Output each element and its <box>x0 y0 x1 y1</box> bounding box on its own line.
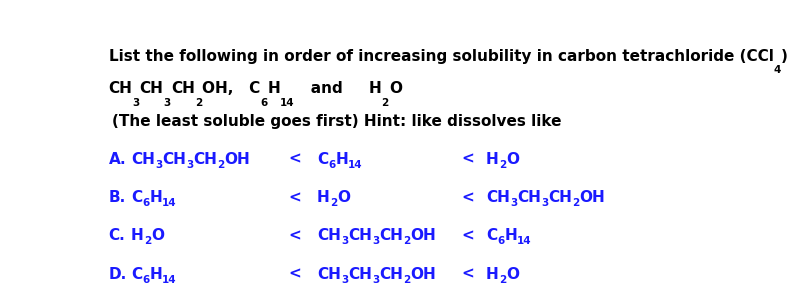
Text: 3: 3 <box>341 275 348 285</box>
Text: CH: CH <box>348 229 372 243</box>
Text: H: H <box>504 229 517 243</box>
Text: <: < <box>461 190 473 205</box>
Text: CH: CH <box>140 82 163 96</box>
Text: 6: 6 <box>260 97 267 107</box>
Text: OH: OH <box>225 152 250 167</box>
Text: and     H: and H <box>295 82 381 96</box>
Text: 14: 14 <box>280 97 295 107</box>
Text: H: H <box>149 267 162 282</box>
Text: O: O <box>151 229 164 243</box>
Text: 2: 2 <box>330 198 337 208</box>
Text: H: H <box>335 152 348 167</box>
Text: OH: OH <box>579 190 605 205</box>
Text: A.: A. <box>108 152 126 167</box>
Text: H: H <box>149 190 162 205</box>
Text: H: H <box>267 82 280 96</box>
Text: 4: 4 <box>773 65 781 75</box>
Text: 3: 3 <box>133 97 140 107</box>
Text: 2: 2 <box>403 275 410 285</box>
Text: C.: C. <box>108 229 125 243</box>
Text: 6: 6 <box>328 160 335 170</box>
Text: CH: CH <box>379 229 403 243</box>
Text: D.: D. <box>108 267 127 282</box>
Text: H: H <box>317 190 330 205</box>
Text: C: C <box>486 229 497 243</box>
Text: OH: OH <box>410 267 436 282</box>
Text: <: < <box>289 229 301 243</box>
Text: CH: CH <box>162 152 186 167</box>
Text: 2: 2 <box>195 97 202 107</box>
Text: 6: 6 <box>142 198 149 208</box>
Text: CH: CH <box>549 190 572 205</box>
Text: 2: 2 <box>572 198 579 208</box>
Text: 6: 6 <box>497 237 504 247</box>
Text: CH: CH <box>486 190 510 205</box>
Text: List the following in order of increasing solubility in carbon tetrachloride (CC: List the following in order of increasin… <box>108 48 773 64</box>
Text: C: C <box>317 152 328 167</box>
Text: 14: 14 <box>348 160 363 170</box>
Text: C: C <box>131 267 142 282</box>
Text: CH: CH <box>348 267 372 282</box>
Text: CH: CH <box>170 82 195 96</box>
Text: <: < <box>289 267 301 282</box>
Text: CH: CH <box>517 190 541 205</box>
Text: CH: CH <box>317 229 341 243</box>
Text: OH,   C: OH, C <box>202 82 260 96</box>
Text: 2: 2 <box>144 237 151 247</box>
Text: CH: CH <box>131 152 155 167</box>
Text: H: H <box>486 267 499 282</box>
Text: <: < <box>461 229 473 243</box>
Text: 2: 2 <box>499 275 506 285</box>
Text: 3: 3 <box>510 198 517 208</box>
Text: 2: 2 <box>499 160 506 170</box>
Text: <: < <box>461 267 473 282</box>
Text: O: O <box>506 267 519 282</box>
Text: O: O <box>506 152 519 167</box>
Text: B.: B. <box>108 190 126 205</box>
Text: O: O <box>389 82 402 96</box>
Text: 2: 2 <box>217 160 225 170</box>
Text: 3: 3 <box>186 160 193 170</box>
Text: 14: 14 <box>517 237 532 247</box>
Text: 3: 3 <box>372 275 379 285</box>
Text: 14: 14 <box>162 275 177 285</box>
Text: (The least soluble goes first) Hint: like dissolves like: (The least soluble goes first) Hint: lik… <box>112 114 561 129</box>
Text: 3: 3 <box>155 160 162 170</box>
Text: O: O <box>337 190 350 205</box>
Text: CH: CH <box>193 152 217 167</box>
Text: <: < <box>289 152 301 167</box>
Text: H: H <box>486 152 499 167</box>
Text: CH: CH <box>379 267 403 282</box>
Text: OH: OH <box>410 229 436 243</box>
Text: 3: 3 <box>341 237 348 247</box>
Text: CH: CH <box>108 82 133 96</box>
Text: 2: 2 <box>403 237 410 247</box>
Text: 3: 3 <box>163 97 170 107</box>
Text: <: < <box>289 190 301 205</box>
Text: H: H <box>131 229 144 243</box>
Text: 3: 3 <box>372 237 379 247</box>
Text: CH: CH <box>317 267 341 282</box>
Text: 6: 6 <box>142 275 149 285</box>
Text: 3: 3 <box>541 198 549 208</box>
Text: <: < <box>461 152 473 167</box>
Text: 14: 14 <box>162 198 177 208</box>
Text: 2: 2 <box>381 97 389 107</box>
Text: ): ) <box>781 48 788 64</box>
Text: C: C <box>131 190 142 205</box>
